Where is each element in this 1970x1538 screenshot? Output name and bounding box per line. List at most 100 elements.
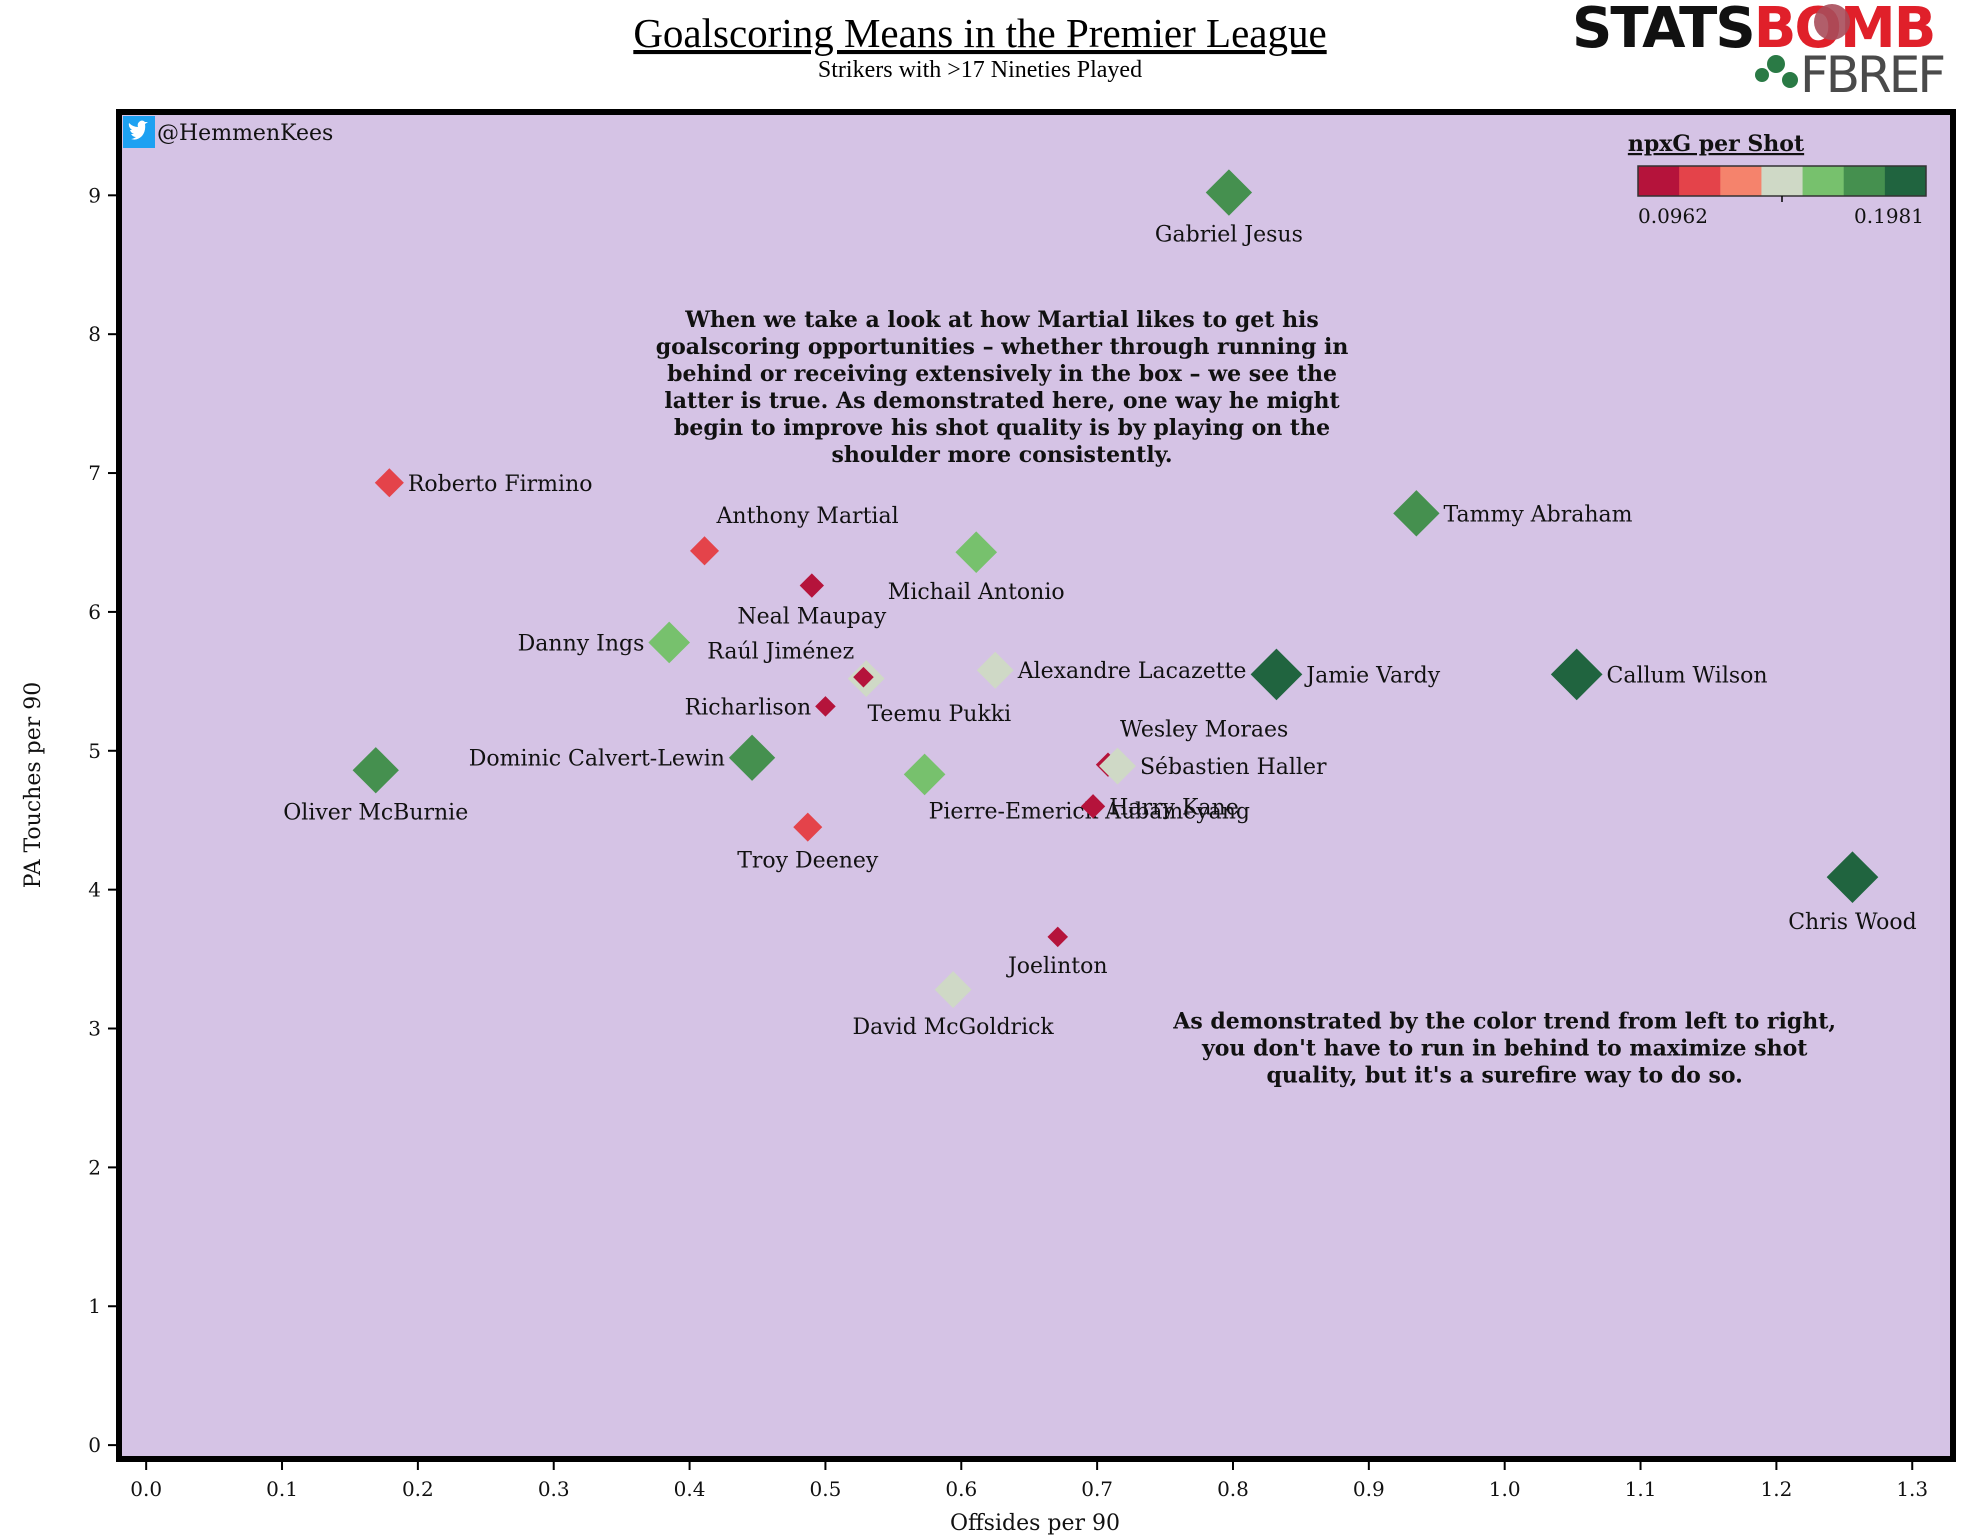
data-point-marker (934, 971, 972, 1009)
x-axis-label: Offsides per 90 (950, 1511, 1120, 1536)
x-tick-label: 0.2 (402, 1477, 434, 1501)
data-point-label: Teemu Pukki (867, 702, 1011, 727)
legend-min-label: 0.0962 (1638, 204, 1708, 228)
annotation-line: begin to improve his shot quality is by … (674, 415, 1330, 441)
annotation-line: goalscoring opportunities – whether thro… (656, 334, 1349, 360)
data-point-label: Sébastien Haller (1140, 755, 1327, 780)
y-axis-label: PA Touches per 90 (21, 682, 46, 888)
data-point-marker (728, 734, 776, 781)
legend-title: npxG per Shot (1628, 131, 1805, 157)
data-point-label: Gabriel Jesus (1155, 223, 1303, 248)
data-point-marker (1099, 747, 1136, 785)
data-point-label: Harry Kane (1109, 795, 1239, 820)
data-point-marker (648, 621, 691, 664)
data-point-label: David McGoldrick (852, 1015, 1054, 1040)
logo-fbref: FBREF (1800, 46, 1943, 104)
annotation-line: behind or receiving extensively in the b… (667, 361, 1337, 387)
annotation-line: When we take a look at how Martial likes… (684, 307, 1319, 333)
x-axis: 0.0 0.1 0.2 0.3 0.4 0.5 0.6 0.7 0.8 0.9 1.0 1.1 1.2 1… (130, 1462, 1928, 1501)
data-point-marker (853, 666, 874, 688)
credit-handle: @HemmenKees (157, 121, 333, 146)
twitter-bird-icon (128, 120, 148, 140)
x-tick-label: 0.9 (1353, 1477, 1385, 1501)
data-point-marker (1080, 794, 1106, 819)
y-tick-label: 2 (88, 1155, 101, 1179)
y-tick-label: 0 (88, 1433, 101, 1457)
data-point-label: Michail Antonio (888, 580, 1065, 605)
x-tick-label: 0.5 (810, 1477, 842, 1501)
data-point-marker (799, 573, 825, 598)
x-tick-label: 0.0 (130, 1477, 162, 1501)
y-tick-label: 9 (88, 183, 101, 207)
y-tick-label: 5 (88, 739, 101, 763)
legend-swatch (1843, 166, 1886, 196)
x-tick-label: 1.2 (1760, 1477, 1792, 1501)
data-point-marker (793, 812, 823, 842)
legend-swatch (1802, 166, 1845, 196)
data-point-label: Jamie Vardy (1304, 663, 1440, 688)
data-point-label: Danny Ings (518, 631, 645, 656)
data-point-marker (976, 651, 1014, 689)
x-tick-label: 0.1 (266, 1477, 298, 1501)
x-tick-label: 0.6 (945, 1477, 977, 1501)
x-tick-label: 0.3 (538, 1477, 570, 1501)
y-tick-label: 1 (88, 1294, 101, 1318)
chart-subtitle: Strikers with >17 Nineties Played (818, 57, 1142, 83)
x-tick-label: 0.4 (674, 1477, 706, 1501)
legend-swatch (1884, 166, 1927, 196)
x-tick-label: 1.3 (1896, 1477, 1928, 1501)
legend-colorbar (1637, 165, 1927, 202)
data-point-marker (1393, 490, 1440, 537)
annotation-line: shoulder more consistently. (832, 442, 1173, 468)
y-tick-label: 3 (88, 1017, 101, 1041)
data-point-label: Chris Wood (1788, 910, 1917, 935)
data-point-marker (1826, 851, 1879, 903)
data-point-marker (374, 468, 404, 498)
plot-area (116, 109, 1956, 1462)
annotations: When we take a look at how Martial likes… (656, 307, 1836, 1088)
data-point-marker (815, 696, 836, 717)
data-point-label: Raúl Jiménez (707, 640, 854, 665)
y-tick-label: 8 (88, 322, 101, 346)
data-point-marker (352, 747, 399, 794)
data-point-label: Joelinton (1006, 954, 1108, 979)
annotation-line: you don't have to run in behind to maxim… (1201, 1036, 1808, 1062)
annotation-line: latter is true. As demonstrated here, on… (664, 388, 1340, 414)
y-tick-label: 6 (88, 600, 101, 624)
data-point-label: Anthony Martial (716, 504, 899, 529)
chart-title: Goalscoring Means in the Premier League (633, 10, 1326, 56)
logo-leaf-icon (1755, 55, 1798, 88)
legend-swatch (1720, 166, 1762, 196)
legend-max-label: 0.1981 (1854, 204, 1924, 228)
y-tick-label: 4 (88, 878, 101, 902)
x-tick-label: 1.0 (1489, 1477, 1521, 1501)
x-tick-label: 0.7 (1081, 1477, 1113, 1501)
data-point-label: Richarlison (685, 695, 812, 720)
data-point-marker (955, 531, 998, 574)
logo-stats: STATS (1572, 0, 1754, 61)
x-tick-label: 0.8 (1217, 1477, 1249, 1501)
data-point-marker (689, 536, 720, 566)
color-legend: npxG per Shot 0.0962 0.1981 (1628, 131, 1927, 228)
data-point-label: Troy Deeney (737, 849, 879, 874)
y-tick-label: 7 (88, 461, 101, 485)
data-point-label: Alexandre Lacazette (1017, 659, 1247, 684)
data-point-label: Roberto Firmino (408, 472, 593, 497)
data-point-label: Oliver McBurnie (283, 800, 468, 825)
annotation-line: As demonstrated by the color trend from … (1172, 1009, 1836, 1035)
data-points: Gabriel Jesus Roberto Firmino Tammy Abraha… (283, 169, 1917, 1040)
data-point-label: Callum Wilson (1607, 663, 1768, 688)
legend-swatch (1761, 166, 1804, 196)
data-point-marker (1205, 169, 1253, 216)
logo-ball-icon (1814, 4, 1850, 40)
legend-swatch (1638, 166, 1680, 196)
data-point-marker (1250, 648, 1303, 701)
data-point-marker (1550, 648, 1603, 701)
data-point-label: Tammy Abraham (1444, 502, 1633, 527)
data-point-marker (903, 753, 946, 796)
data-point-marker (1047, 926, 1069, 948)
legend-swatch (1679, 166, 1721, 196)
x-tick-label: 1.1 (1625, 1477, 1657, 1501)
annotation-line: quality, but it's a surefire way to do s… (1267, 1063, 1743, 1089)
